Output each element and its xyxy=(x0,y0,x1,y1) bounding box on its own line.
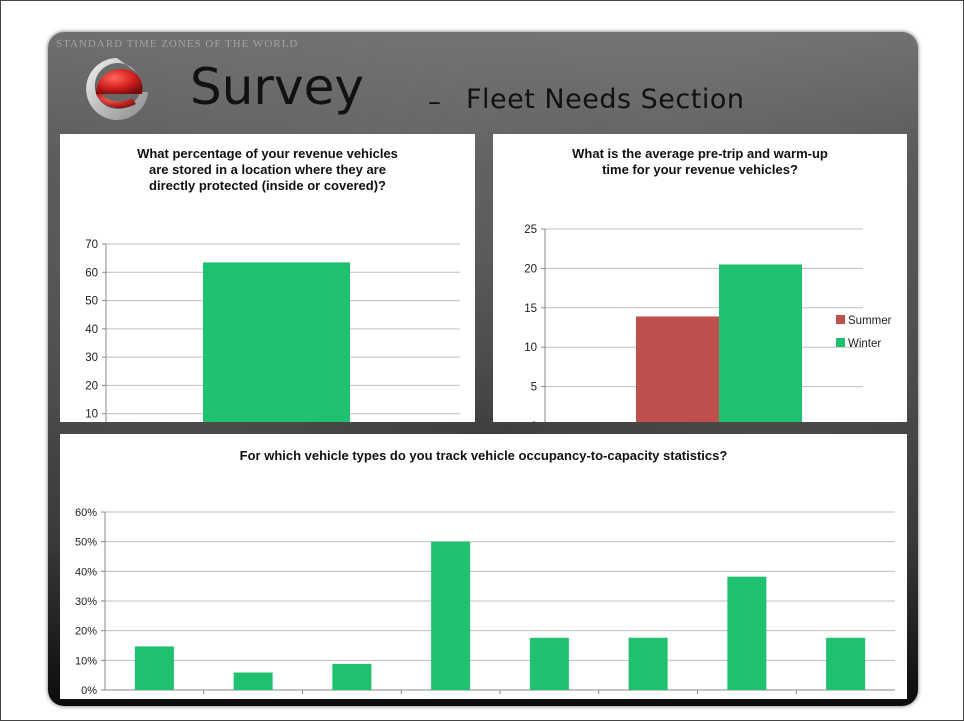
x-category-label: Heavy Duty Bus xyxy=(609,698,688,699)
company-logo-icon xyxy=(86,58,148,120)
y-tick-label: 25 xyxy=(524,224,537,236)
chart-panel-protected-storage: What percentage of your revenue vehicles… xyxy=(60,134,475,422)
bar-winter xyxy=(719,264,802,422)
y-tick-label: 0 xyxy=(531,421,537,422)
bar xyxy=(727,576,767,690)
chart-plot: 0% 10% 20% 30% 40% 50% 60% Minivan Standard Van C… xyxy=(75,507,895,699)
bar xyxy=(529,637,569,690)
bar xyxy=(134,646,174,690)
slide: STANDARD TIME ZONES OF THE WORLD Survey … xyxy=(48,32,918,706)
chart-title: For which vehicle types do you track veh… xyxy=(239,448,728,463)
y-tick-label: 40 xyxy=(85,324,98,336)
y-tick-label: 15 xyxy=(524,303,537,315)
bar xyxy=(203,262,350,422)
y-tick-label: 10 xyxy=(85,409,98,421)
chart-plot: 0510152025Warm-up Time (minutes)SummerWi… xyxy=(524,224,892,422)
title-separator: – xyxy=(428,87,441,117)
y-tick-label: 20 xyxy=(524,263,537,275)
y-tick-label: 20 xyxy=(85,380,98,392)
x-category-label: Conversion Van xyxy=(313,698,390,699)
x-category-label: Medium Duty Bus xyxy=(506,698,593,699)
y-tick-label: 5 xyxy=(531,382,537,394)
chart-panel-occupancy-tracking: For which vehicle types do you track veh… xyxy=(60,434,907,699)
chart-panel-warmup-time: What is the average pre-trip and warm-up… xyxy=(493,134,907,422)
y-tick-label: 60% xyxy=(75,507,97,519)
y-tick-label: 10% xyxy=(75,655,97,667)
legend-swatch-summer xyxy=(836,315,845,324)
y-tick-label: 50 xyxy=(85,296,98,308)
chart-plot: 010203040506070 xyxy=(85,239,460,422)
bar xyxy=(431,541,471,690)
y-tick-label: 20% xyxy=(75,626,97,638)
y-tick-label: 60 xyxy=(85,267,98,279)
x-category-label: Minivan xyxy=(135,698,173,699)
chart-title: What is the average pre-trip and warm-up… xyxy=(572,146,828,177)
background-map-caption: STANDARD TIME ZONES OF THE WORLD xyxy=(56,38,299,50)
y-tick-label: 30% xyxy=(75,596,97,608)
bar xyxy=(826,637,866,690)
legend-label-winter: Winter xyxy=(848,338,881,350)
y-tick-label: 70 xyxy=(85,239,98,251)
legend-label-summer: Summer xyxy=(848,315,892,327)
slide-title: Survey xyxy=(190,58,364,116)
legend-swatch-winter xyxy=(836,338,845,347)
bar xyxy=(233,672,273,690)
chart-title: What percentage of your revenue vehicles… xyxy=(137,146,398,193)
x-category-label: Standard Van xyxy=(220,698,286,699)
x-category-label: Light Duty Bus xyxy=(415,698,487,699)
bar xyxy=(332,663,372,690)
bar-summer xyxy=(636,316,719,422)
x-category-label: Other (please xyxy=(812,698,879,699)
bar xyxy=(628,637,668,690)
x-category-label: None xyxy=(734,698,760,699)
y-tick-label: 10 xyxy=(524,342,537,354)
y-tick-label: 30 xyxy=(85,352,98,364)
y-tick-label: 0% xyxy=(81,685,97,697)
slide-subtitle: Fleet Needs Section xyxy=(466,84,745,115)
y-tick-label: 50% xyxy=(75,537,97,549)
y-tick-label: 40% xyxy=(75,566,97,578)
